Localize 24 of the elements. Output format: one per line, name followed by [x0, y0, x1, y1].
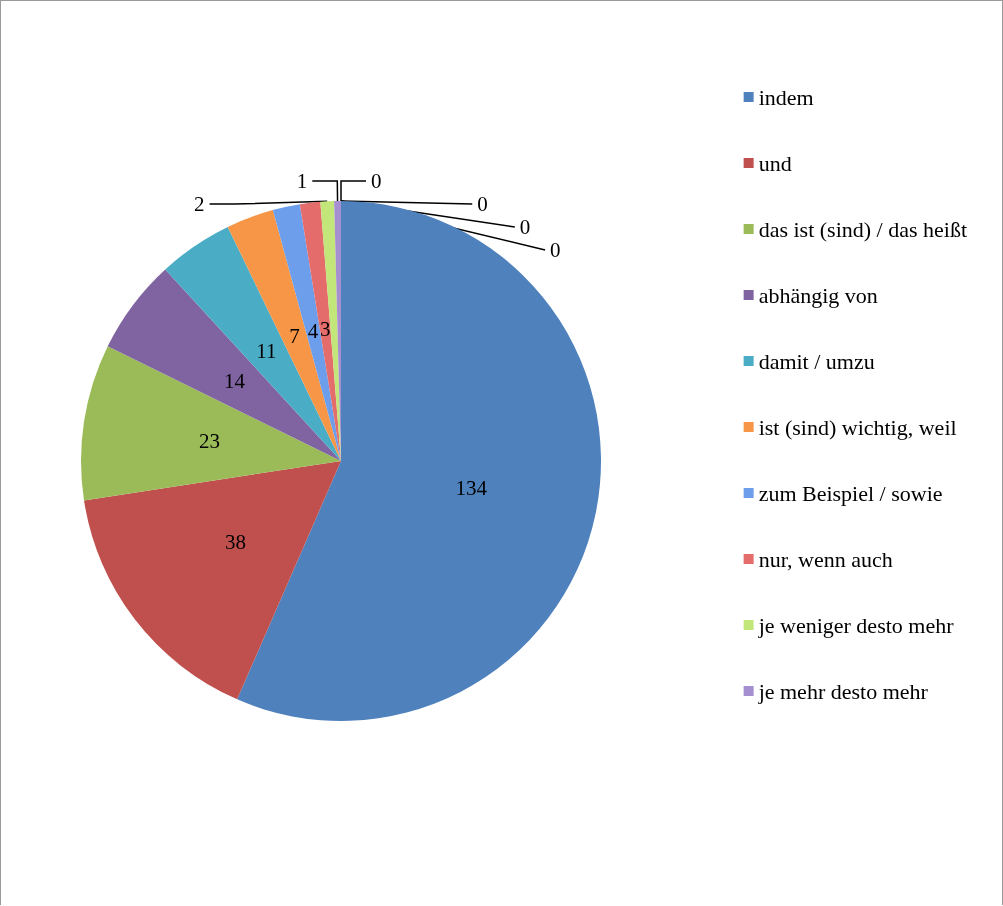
data-label: 3: [319, 316, 331, 341]
text: 0: [519, 215, 531, 239]
text: 0: [550, 238, 561, 262]
data-label: 2: [194, 192, 205, 217]
data-label: 134: [455, 476, 488, 501]
legend-label: ist (sind) wichtig, weil: [758, 414, 957, 440]
legend-label: je weniger desto mehr: [757, 612, 955, 638]
text: 0: [477, 192, 488, 216]
data-label: 11: [256, 338, 277, 363]
data-label: 23: [199, 428, 221, 453]
text: 0: [371, 169, 382, 193]
data-label: 14: [224, 369, 246, 394]
data-label: 4: [307, 318, 319, 343]
legend-label: und: [758, 150, 792, 176]
legend-label: zum Beispiel / sowie: [758, 480, 943, 506]
legend-label: nur, wenn auch: [758, 546, 893, 572]
data-label: 38: [225, 530, 247, 555]
data-label: 7: [289, 324, 300, 349]
legend-label: je mehr desto mehr: [757, 678, 929, 704]
legend-label: das ist (sind) / das heißt: [758, 216, 968, 242]
legend-label: damit / umzu: [758, 348, 875, 374]
data-label: 1: [296, 169, 308, 194]
legend-label: abhängig von: [758, 282, 878, 308]
legend-label: indem: [758, 84, 814, 110]
